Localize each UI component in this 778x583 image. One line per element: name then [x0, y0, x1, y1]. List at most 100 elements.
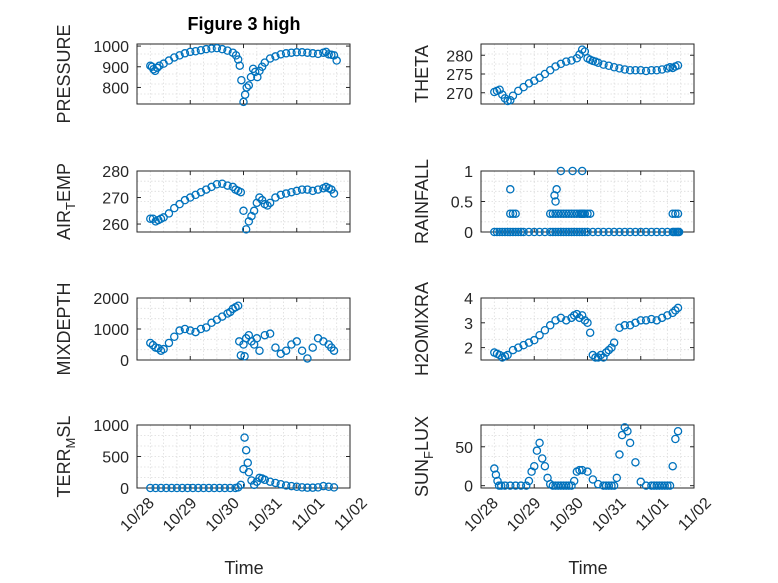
data-point: [519, 227, 528, 237]
data-point: [265, 329, 275, 338]
data-point: [665, 481, 675, 490]
data-point: [292, 337, 301, 346]
data-point: [641, 316, 651, 325]
x-tick-label: 10/29: [504, 495, 544, 535]
y-axis-label-main: TERR: [54, 448, 74, 497]
data-point: [591, 353, 600, 362]
data-point: [308, 343, 317, 352]
data-point: [495, 227, 504, 237]
x-axis-label-left: Time: [224, 558, 263, 578]
data-point: [545, 209, 555, 218]
data-point: [601, 481, 611, 490]
data-point: [180, 324, 190, 334]
data-point: [593, 479, 603, 489]
data-point: [506, 481, 515, 490]
data-point: [220, 483, 230, 493]
y-tick-label: 0: [464, 479, 473, 496]
data-point: [564, 209, 574, 218]
panel-rainfall: 0 0.5 1 RAINFALL: [412, 159, 695, 244]
data-point: [657, 227, 667, 237]
data-point: [556, 59, 566, 69]
data-point: [308, 186, 317, 196]
data-point: [625, 321, 635, 330]
data-point: [496, 481, 506, 490]
data-point: [303, 354, 312, 363]
data-point: [308, 483, 317, 492]
data-point: [551, 209, 560, 218]
data-point: [551, 197, 560, 206]
data-point: [652, 316, 661, 325]
panel-h2omixra: 2 3 4 H2OMIXRA: [412, 282, 695, 376]
data-point: [548, 227, 558, 237]
data-point: [636, 66, 646, 75]
x-tick-label: 11/01: [633, 495, 673, 535]
data-point: [553, 209, 563, 218]
data-point: [164, 338, 174, 348]
data-point: [647, 227, 656, 237]
data-point: [508, 227, 518, 237]
data-point: [596, 350, 606, 360]
x-tick-label: 11/02: [675, 495, 715, 535]
data-point: [575, 227, 584, 237]
data-point: [548, 209, 558, 218]
data-point: [324, 482, 333, 491]
data-point: [540, 461, 550, 471]
data-point: [652, 227, 661, 237]
data-point: [196, 324, 206, 334]
data-point: [556, 209, 566, 218]
data-point: [332, 56, 341, 65]
data-point: [647, 66, 656, 75]
data-point: [292, 186, 301, 196]
data-point: [588, 227, 598, 237]
data-point: [663, 311, 672, 320]
y-tick-label: 500: [102, 450, 129, 467]
data-point: [164, 209, 174, 218]
data-point: [188, 483, 198, 493]
data-point: [577, 311, 587, 320]
data-point: [673, 426, 683, 436]
data-point: [508, 209, 518, 218]
data-point: [612, 473, 622, 483]
data-point: [495, 85, 504, 95]
data-point: [276, 479, 286, 489]
data-point: [281, 481, 291, 490]
data-point: [578, 209, 588, 218]
data-point: [660, 481, 669, 490]
data-point: [209, 483, 219, 493]
data-point: [553, 227, 563, 237]
data-point: [599, 481, 608, 490]
data-point: [552, 185, 561, 194]
data-point: [535, 227, 544, 237]
data-point: [244, 467, 254, 477]
data-point: [551, 227, 560, 237]
data-point: [580, 227, 590, 237]
data-point: [265, 54, 275, 63]
data-point: [617, 430, 627, 440]
x-tick-label: 10/30: [547, 495, 587, 535]
data-point: [159, 344, 168, 354]
data-point: [506, 209, 515, 218]
data-point: [170, 53, 179, 62]
data-point: [154, 343, 163, 353]
data-point: [647, 481, 656, 490]
data-point: [588, 475, 598, 484]
data-point: [287, 187, 296, 197]
data-point: [668, 209, 677, 218]
data-point: [657, 481, 667, 490]
y-tick-label: 1000: [93, 418, 129, 435]
data-point: [564, 481, 574, 490]
data-point: [567, 227, 576, 237]
data-point: [271, 52, 280, 61]
data-point: [235, 61, 245, 70]
data-point: [236, 480, 246, 490]
data-point: [540, 227, 550, 237]
data-point: [237, 75, 246, 85]
data-point: [155, 61, 164, 70]
data-point: [583, 227, 592, 237]
data-point: [548, 481, 558, 490]
data-point: [567, 481, 576, 490]
data-point: [519, 340, 528, 350]
data-point: [559, 227, 568, 237]
